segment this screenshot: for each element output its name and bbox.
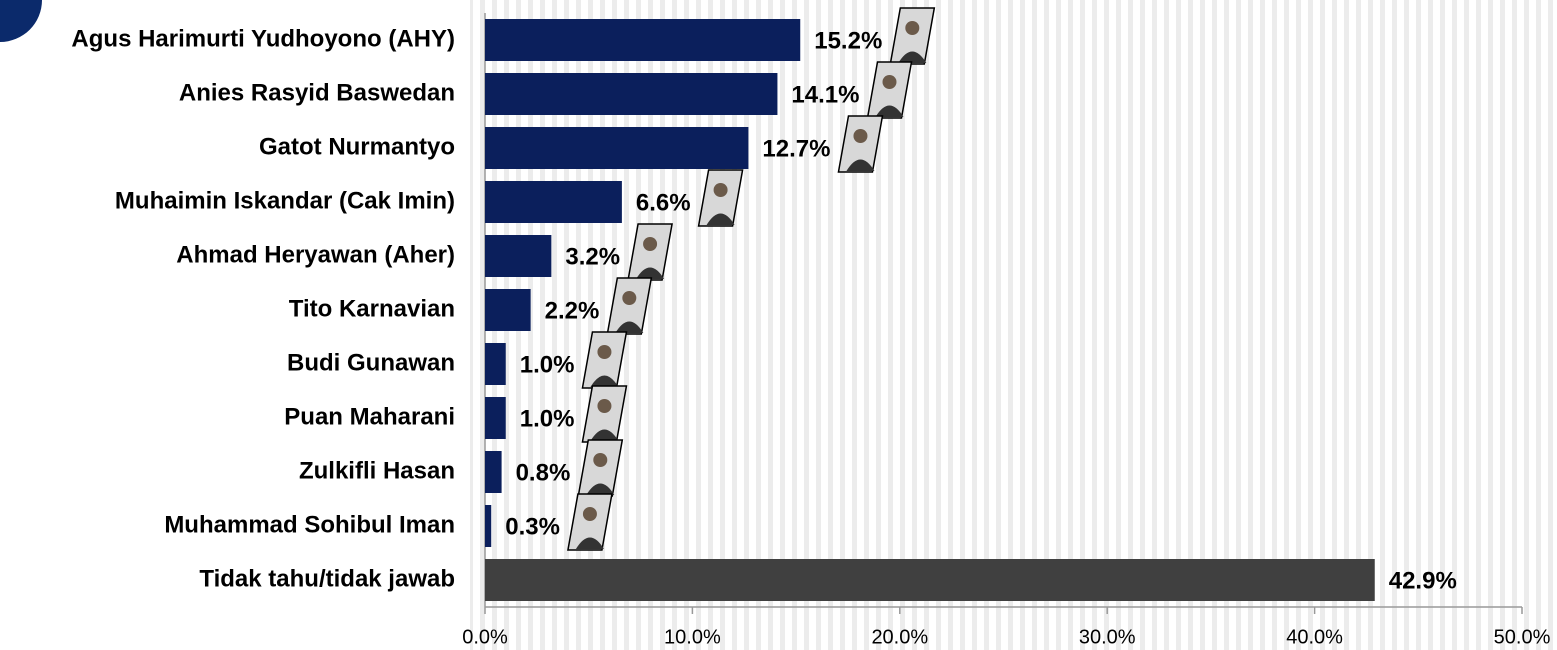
bar [485, 19, 800, 61]
x-tick-label: 40.0% [1286, 626, 1343, 648]
bar [485, 343, 506, 385]
value-label: 15.2% [814, 27, 882, 54]
photo-head [882, 75, 896, 89]
bar [485, 181, 622, 223]
photo-head [622, 291, 636, 305]
photo-head [597, 345, 611, 359]
x-tick-label: 30.0% [1079, 626, 1136, 648]
value-label: 6.6% [636, 189, 691, 216]
x-tick-label: 10.0% [664, 626, 721, 648]
bar [485, 289, 531, 331]
value-label: 12.7% [762, 135, 830, 162]
photo-head [643, 237, 657, 251]
bar [485, 451, 502, 493]
photo-head [593, 453, 607, 467]
bar [485, 559, 1375, 601]
value-label: 3.2% [565, 243, 620, 270]
value-label: 42.9% [1389, 567, 1457, 594]
photo-head [905, 21, 919, 35]
value-label: 14.1% [791, 81, 859, 108]
y-tick-label: Puan Maharani [284, 403, 455, 430]
y-tick-label: Tito Karnavian [289, 295, 455, 322]
y-tick-label: Agus Harimurti Yudhoyono (AHY) [71, 25, 455, 52]
bar [485, 397, 506, 439]
y-tick-label: Muhaimin Iskandar (Cak Imin) [115, 187, 455, 214]
value-label: 0.3% [505, 513, 560, 540]
value-label: 1.0% [520, 405, 575, 432]
y-tick-label: Anies Rasyid Baswedan [179, 79, 455, 106]
bar [485, 127, 748, 169]
y-tick-label: Zulkifli Hasan [299, 457, 455, 484]
y-tick-label: Tidak tahu/tidak jawab [199, 565, 455, 592]
chart: 0.0% 10.0% 20.0% 30.0% 40.0% 50.0% Agus Harimu… [0, 0, 1557, 650]
x-tick-label: 0.0% [462, 626, 508, 648]
y-tick-label: Ahmad Heryawan (Aher) [176, 241, 455, 268]
photo-head [714, 183, 728, 197]
page: 0.0% 10.0% 20.0% 30.0% 40.0% 50.0% Agus Harimu… [0, 0, 1557, 650]
bar [485, 73, 777, 115]
bar [485, 235, 551, 277]
photo-head [583, 507, 597, 521]
bar [485, 505, 491, 547]
y-tick-label: Muhammad Sohibul Iman [164, 511, 455, 538]
y-tick-label: Gatot Nurmantyo [259, 133, 455, 160]
corner-logo [0, 0, 42, 42]
x-tick-label: 50.0% [1494, 626, 1551, 648]
x-tick-label: 20.0% [871, 626, 928, 648]
value-label: 0.8% [516, 459, 571, 486]
value-label: 2.2% [545, 297, 600, 324]
photo-head [597, 399, 611, 413]
y-tick-label: Budi Gunawan [287, 349, 455, 376]
value-label: 1.0% [520, 351, 575, 378]
photo-head [853, 129, 867, 143]
